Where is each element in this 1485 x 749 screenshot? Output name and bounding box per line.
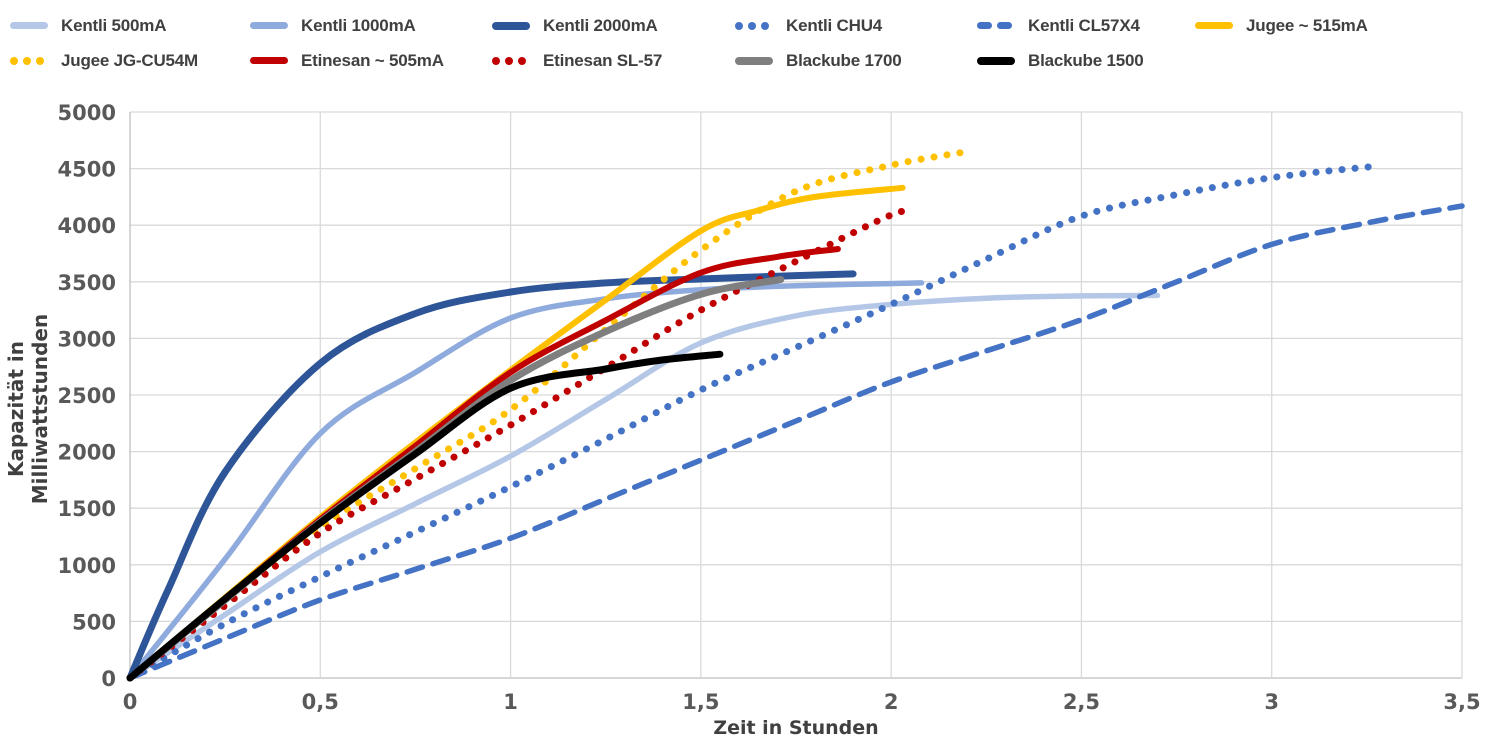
legend-label: Kentli 1000mA [301, 15, 416, 35]
legend-label: Jugee ~ 515mA [1246, 15, 1368, 35]
legend-label: Jugee JG-CU54M [61, 50, 199, 70]
series-line-jugee-515ma [127, 184, 906, 681]
y-tick-label: 4500 [58, 158, 116, 182]
y-axis-title: Kapazität in Milliwattstunden [4, 313, 52, 505]
legend-dotted-line-icon [735, 21, 777, 30]
y-tick-label: 1500 [58, 497, 116, 521]
legend-solid-line-icon [250, 57, 292, 64]
legend-label: Kentli 2000mA [543, 15, 658, 35]
series-line-etinesan-505ma [127, 246, 841, 681]
legend-item-etinesan-505ma: Etinesan ~ 505mA [250, 43, 492, 78]
legend-solid-line-icon [250, 22, 292, 29]
y-tick-label: 3500 [58, 271, 116, 295]
x-axis-title: Zeit in Stunden [713, 717, 879, 739]
y-tick-label: 4000 [58, 214, 116, 238]
x-tick-label: 0 [123, 690, 138, 714]
legend-dotted-line-icon [10, 56, 52, 65]
series-line-kentli-1000ma [127, 280, 925, 681]
x-tick-label: 1 [503, 690, 518, 714]
y-tick-label: 3000 [58, 327, 116, 351]
legend-item-kentli-chu4: Kentli CHU4 [735, 8, 977, 43]
series-line-kentli-2000ma [126, 270, 857, 682]
legend-solid-line-icon [492, 21, 534, 30]
series-line-kentli-chu4 [126, 162, 1378, 682]
legend-dashed-line-icon [977, 22, 1019, 29]
legend-item-jugee-515ma: Jugee ~ 515mA [1195, 8, 1465, 43]
legend-item-kentli-500ma: Kentli 500mA [10, 8, 250, 43]
legend-item-blackube-1500: Blackube 1500 [977, 43, 1195, 78]
legend-item-etinesan-sl-57: Etinesan SL-57 [492, 43, 735, 78]
x-tick-label: 2 [884, 690, 899, 714]
legend-item-kentli-cl57x4: Kentli CL57X4 [977, 8, 1195, 43]
x-tick-label: 2,5 [1063, 690, 1100, 714]
legend-solid-line-icon [1195, 22, 1237, 29]
legend-label: Etinesan ~ 505mA [301, 50, 444, 70]
series-line-jugee-jg-cu54m [126, 148, 971, 682]
chart-legend: Kentli 500mA Kentli 1000mA Kentli 2000mA Ke… [10, 8, 1485, 78]
x-tick-label: 1,5 [682, 690, 719, 714]
legend-solid-line-icon [735, 56, 777, 65]
legend-label: Blackube 1500 [1028, 50, 1144, 70]
legend-item-blackube-1700: Blackube 1700 [735, 43, 977, 78]
y-tick-label: 1000 [58, 554, 116, 578]
series-line-kentli-500ma [127, 292, 1161, 681]
y-tick-label: 500 [72, 610, 116, 634]
y-tick-label: 5000 [58, 101, 116, 125]
x-tick-label: 0,5 [302, 690, 339, 714]
series-line-etinesan-sl-57 [126, 207, 918, 682]
legend-label: Kentli CHU4 [786, 15, 883, 35]
legend-solid-line-icon [977, 56, 1019, 65]
series-line-blackube-1500 [126, 350, 724, 682]
legend-dotted-line-icon [492, 56, 534, 65]
legend-item-kentli-1000ma: Kentli 1000mA [250, 8, 492, 43]
y-tick-label: 0 [101, 667, 116, 691]
legend-solid-line-icon [10, 22, 52, 29]
legend-label: Blackube 1700 [786, 50, 902, 70]
legend-label: Etinesan SL-57 [543, 50, 663, 70]
series-line-blackube-1700 [126, 276, 785, 682]
y-tick-label: 2500 [58, 384, 116, 408]
series-line-kentli-cl57x4 [127, 203, 1465, 681]
legend-item-jugee-jg-cu54m: Jugee JG-CU54M [10, 43, 250, 78]
legend-label: Kentli CL57X4 [1028, 15, 1140, 35]
legend-item-kentli-2000ma: Kentli 2000mA [492, 8, 735, 43]
x-tick-label: 3,5 [1443, 690, 1480, 714]
x-tick-label: 3 [1264, 690, 1279, 714]
y-tick-label: 2000 [58, 441, 116, 465]
legend-label: Kentli 500mA [61, 15, 167, 35]
